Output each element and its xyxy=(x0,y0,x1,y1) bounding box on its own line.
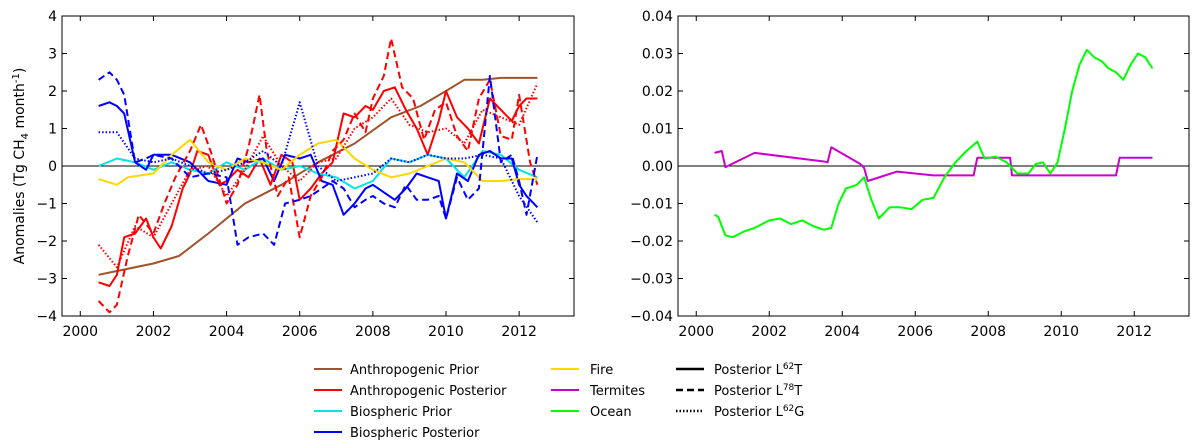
y-tick-label: 0.01 xyxy=(642,122,673,138)
y-tick-label: 3 xyxy=(48,47,57,63)
x-tick-label: 2010 xyxy=(1043,324,1079,340)
legend: Anthropogenic Prior Anthropogenic Posteri… xyxy=(314,362,804,441)
y-tick-label: 1 xyxy=(48,122,57,138)
y-tick-label: 0.00 xyxy=(642,159,673,175)
y-tick-label: 2 xyxy=(48,84,57,100)
series-line-fire xyxy=(98,138,538,186)
x-tick-label: 2006 xyxy=(282,324,318,340)
series-line-ocean xyxy=(714,48,1154,239)
y-tick-label: 0 xyxy=(48,159,57,175)
y-tick-label: −0.03 xyxy=(630,272,673,288)
y-tick-label: 4 xyxy=(48,9,57,25)
chart-panel-1: 2000 2002 2004 2006 2008 2010 2012 −4 −3 −2 −1 0 1 2 3… xyxy=(11,9,575,340)
series-line-biospheric-posterior xyxy=(98,101,539,220)
y-tick-label: 0.02 xyxy=(642,84,673,100)
legend-label: Termites xyxy=(589,384,645,399)
legend-label: Anthropogenic Posterior xyxy=(350,384,507,399)
legend-label: Biospheric Posterior xyxy=(350,426,480,441)
chart-panel-2: 2000 2002 2004 2006 2008 2010 2012 −0.04 −0.03 −0… xyxy=(630,9,1190,340)
legend-label: Anthropogenic Prior xyxy=(350,363,480,378)
y-tick-label: 0.04 xyxy=(642,9,673,25)
y-tick-label: −3 xyxy=(36,272,57,288)
x-tick-label: 2000 xyxy=(62,324,98,340)
y-tick-label: −4 xyxy=(36,309,57,325)
y-tick-label: −2 xyxy=(36,234,57,250)
x-tick-label: 2000 xyxy=(678,324,714,340)
y-tick-label: −0.02 xyxy=(630,234,673,250)
series-line-biospheric-posterior-l62g xyxy=(98,101,539,223)
x-tick-label: 2006 xyxy=(897,324,933,340)
series-line-anthropogenic-posterior-l62g xyxy=(97,83,539,269)
series-line-biospheric-posterior-l78t xyxy=(98,71,539,246)
y-tick-label: −0.01 xyxy=(630,197,673,213)
legend-label: Fire xyxy=(590,363,613,378)
x-tick-label: 2004 xyxy=(824,324,860,340)
y-tick-label: 0.03 xyxy=(642,47,673,63)
x-tick-label: 2012 xyxy=(501,324,537,340)
series-line-anthropogenic-posterior xyxy=(98,86,538,287)
y-tick-label: −1 xyxy=(36,197,57,213)
legend-label: Posterior L62G xyxy=(714,404,804,420)
x-tick-label: 2008 xyxy=(970,324,1006,340)
legend-label: Ocean xyxy=(590,405,632,420)
y-tick-label: −0.04 xyxy=(630,309,673,325)
legend-label: Posterior L62T xyxy=(714,362,802,378)
legend-label: Posterior L78T xyxy=(714,383,802,399)
x-tick-label: 2002 xyxy=(136,324,172,340)
x-tick-label: 2010 xyxy=(428,324,464,340)
series-line-termites xyxy=(714,146,1153,182)
series-line-anthropogenic-posterior-l78t xyxy=(97,37,539,314)
series-line-anthropogenic-prior xyxy=(98,76,538,276)
y-axis-label: Anomalies (Tg CH4 month-1) xyxy=(11,68,31,265)
x-tick-label: 2012 xyxy=(1116,324,1152,340)
x-tick-label: 2002 xyxy=(751,324,787,340)
x-tick-label: 2004 xyxy=(209,324,245,340)
legend-label: Biospheric Prior xyxy=(350,405,453,420)
x-tick-label: 2008 xyxy=(355,324,391,340)
